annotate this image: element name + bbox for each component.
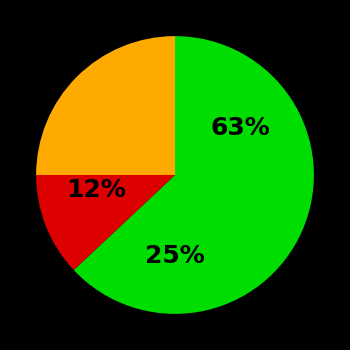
Wedge shape [36,175,175,270]
Wedge shape [74,36,314,314]
Text: 12%: 12% [66,178,126,202]
Wedge shape [36,36,175,175]
Text: 25%: 25% [145,244,205,267]
Text: 63%: 63% [210,116,270,140]
